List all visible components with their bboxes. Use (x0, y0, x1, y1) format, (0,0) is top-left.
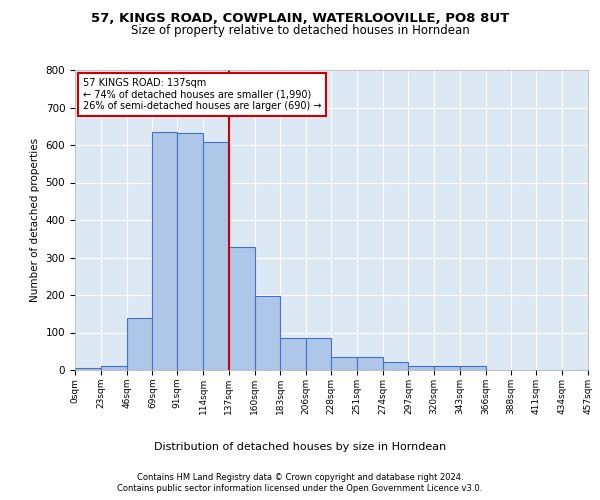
Text: Size of property relative to detached houses in Horndean: Size of property relative to detached ho… (131, 24, 469, 37)
Bar (357, 357, 383, 370)
Bar (254, 296, 280, 370)
Bar (101, 366, 127, 370)
Bar (306, 338, 331, 370)
Text: 57, KINGS ROAD, COWPLAIN, WATERLOOVILLE, PO8 8UT: 57, KINGS ROAD, COWPLAIN, WATERLOOVILLE,… (91, 12, 509, 26)
Bar (152, 132, 177, 370)
Text: Contains public sector information licensed under the Open Government Licence v3: Contains public sector information licen… (118, 484, 482, 493)
Bar (434, 366, 460, 370)
Bar (409, 366, 434, 370)
Text: Contains HM Land Registry data © Crown copyright and database right 2024.: Contains HM Land Registry data © Crown c… (137, 472, 463, 482)
Y-axis label: Number of detached properties: Number of detached properties (30, 138, 40, 302)
Bar (331, 357, 357, 370)
Bar (127, 318, 152, 370)
Bar (383, 362, 409, 370)
Text: 57 KINGS ROAD: 137sqm
← 74% of detached houses are smaller (1,990)
26% of semi-d: 57 KINGS ROAD: 137sqm ← 74% of detached … (83, 78, 321, 110)
Bar (229, 247, 254, 370)
Bar (177, 133, 203, 370)
Bar (203, 142, 229, 370)
Bar (280, 338, 306, 370)
Bar (460, 366, 486, 370)
Text: Distribution of detached houses by size in Horndean: Distribution of detached houses by size … (154, 442, 446, 452)
Bar (75, 368, 101, 370)
